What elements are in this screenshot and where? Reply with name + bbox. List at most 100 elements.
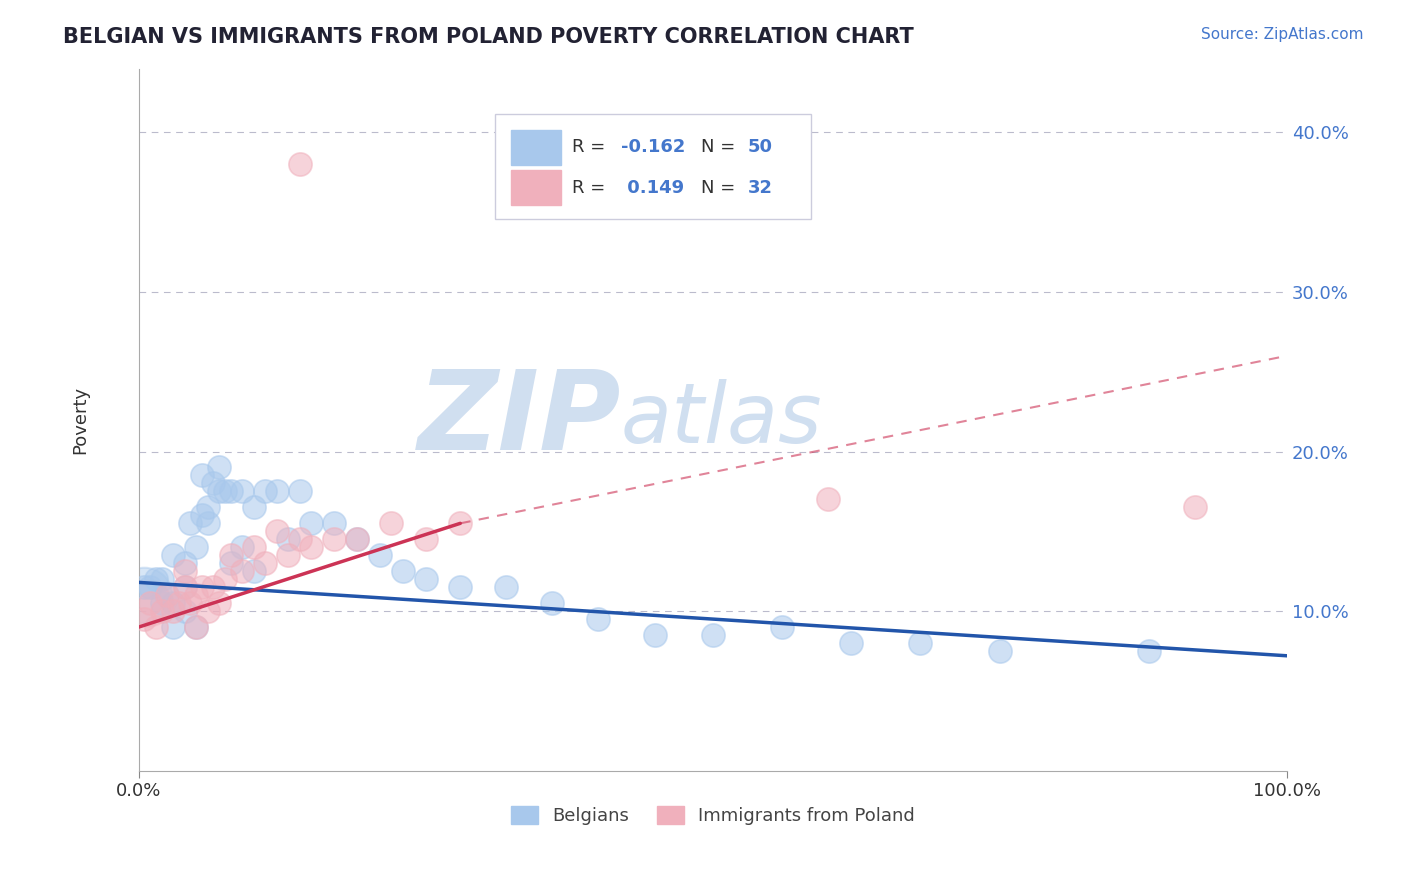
- FancyBboxPatch shape: [495, 114, 810, 219]
- Point: [644, 628, 666, 642]
- Point: [288, 484, 311, 499]
- Text: 50: 50: [748, 138, 772, 156]
- Point: [167, 596, 190, 610]
- Point: [1137, 644, 1160, 658]
- Point: [173, 556, 195, 570]
- Point: [191, 580, 214, 594]
- Point: [380, 516, 402, 531]
- Text: Source: ZipAtlas.com: Source: ZipAtlas.com: [1201, 27, 1364, 42]
- Text: R =: R =: [572, 179, 610, 197]
- Y-axis label: Poverty: Poverty: [72, 385, 89, 454]
- Text: R =: R =: [572, 138, 610, 156]
- Point: [449, 580, 471, 594]
- Point: [202, 580, 225, 594]
- Point: [191, 468, 214, 483]
- Point: [323, 533, 346, 547]
- Point: [150, 604, 173, 618]
- Point: [770, 620, 793, 634]
- Point: [254, 556, 277, 570]
- Point: [150, 572, 173, 586]
- FancyBboxPatch shape: [510, 169, 561, 205]
- Point: [219, 484, 242, 499]
- Point: [214, 484, 236, 499]
- Point: [139, 596, 162, 610]
- Point: [231, 484, 253, 499]
- Point: [1184, 500, 1206, 515]
- Point: [288, 533, 311, 547]
- Point: [299, 516, 322, 531]
- Point: [214, 572, 236, 586]
- Point: [415, 572, 437, 586]
- Point: [392, 564, 415, 578]
- Point: [179, 516, 201, 531]
- Point: [839, 636, 862, 650]
- Point: [162, 620, 184, 634]
- Text: BELGIAN VS IMMIGRANTS FROM POLAND POVERTY CORRELATION CHART: BELGIAN VS IMMIGRANTS FROM POLAND POVERT…: [63, 27, 914, 46]
- Point: [134, 588, 156, 602]
- Point: [156, 588, 179, 602]
- Point: [219, 548, 242, 562]
- Point: [219, 556, 242, 570]
- Point: [173, 604, 195, 618]
- Point: [208, 596, 231, 610]
- Point: [186, 541, 208, 555]
- Point: [988, 644, 1011, 658]
- Point: [277, 548, 299, 562]
- Point: [288, 157, 311, 171]
- Point: [145, 620, 167, 634]
- Point: [197, 500, 219, 515]
- Point: [702, 628, 724, 642]
- Point: [197, 604, 219, 618]
- Point: [415, 533, 437, 547]
- Point: [908, 636, 931, 650]
- Point: [162, 596, 184, 610]
- FancyBboxPatch shape: [510, 129, 561, 165]
- Point: [186, 620, 208, 634]
- Point: [541, 596, 564, 610]
- Point: [139, 580, 162, 594]
- Point: [817, 492, 839, 507]
- Point: [150, 596, 173, 610]
- Legend: Belgians, Immigrants from Poland: Belgians, Immigrants from Poland: [510, 805, 915, 825]
- Point: [254, 484, 277, 499]
- Point: [145, 572, 167, 586]
- Point: [266, 524, 288, 539]
- Point: [495, 580, 517, 594]
- Point: [186, 620, 208, 634]
- Point: [242, 500, 264, 515]
- Point: [299, 541, 322, 555]
- Point: [179, 596, 201, 610]
- Point: [277, 533, 299, 547]
- Text: ZIP: ZIP: [418, 366, 621, 473]
- Point: [346, 533, 368, 547]
- Point: [449, 516, 471, 531]
- Point: [231, 564, 253, 578]
- Point: [134, 612, 156, 626]
- Point: [368, 548, 391, 562]
- Point: [136, 596, 159, 610]
- Point: [266, 484, 288, 499]
- Point: [231, 541, 253, 555]
- Point: [191, 508, 214, 523]
- Point: [208, 460, 231, 475]
- Point: [173, 580, 195, 594]
- Text: 0.149: 0.149: [621, 179, 685, 197]
- Point: [162, 604, 184, 618]
- Point: [346, 533, 368, 547]
- Point: [323, 516, 346, 531]
- Point: [242, 541, 264, 555]
- Point: [586, 612, 609, 626]
- Point: [197, 516, 219, 531]
- Point: [202, 476, 225, 491]
- Text: -0.162: -0.162: [621, 138, 685, 156]
- Text: N =: N =: [702, 179, 741, 197]
- Point: [134, 580, 156, 594]
- Point: [156, 588, 179, 602]
- Text: N =: N =: [702, 138, 741, 156]
- Point: [242, 564, 264, 578]
- Point: [162, 548, 184, 562]
- Point: [186, 588, 208, 602]
- Point: [173, 564, 195, 578]
- Point: [208, 484, 231, 499]
- Point: [173, 580, 195, 594]
